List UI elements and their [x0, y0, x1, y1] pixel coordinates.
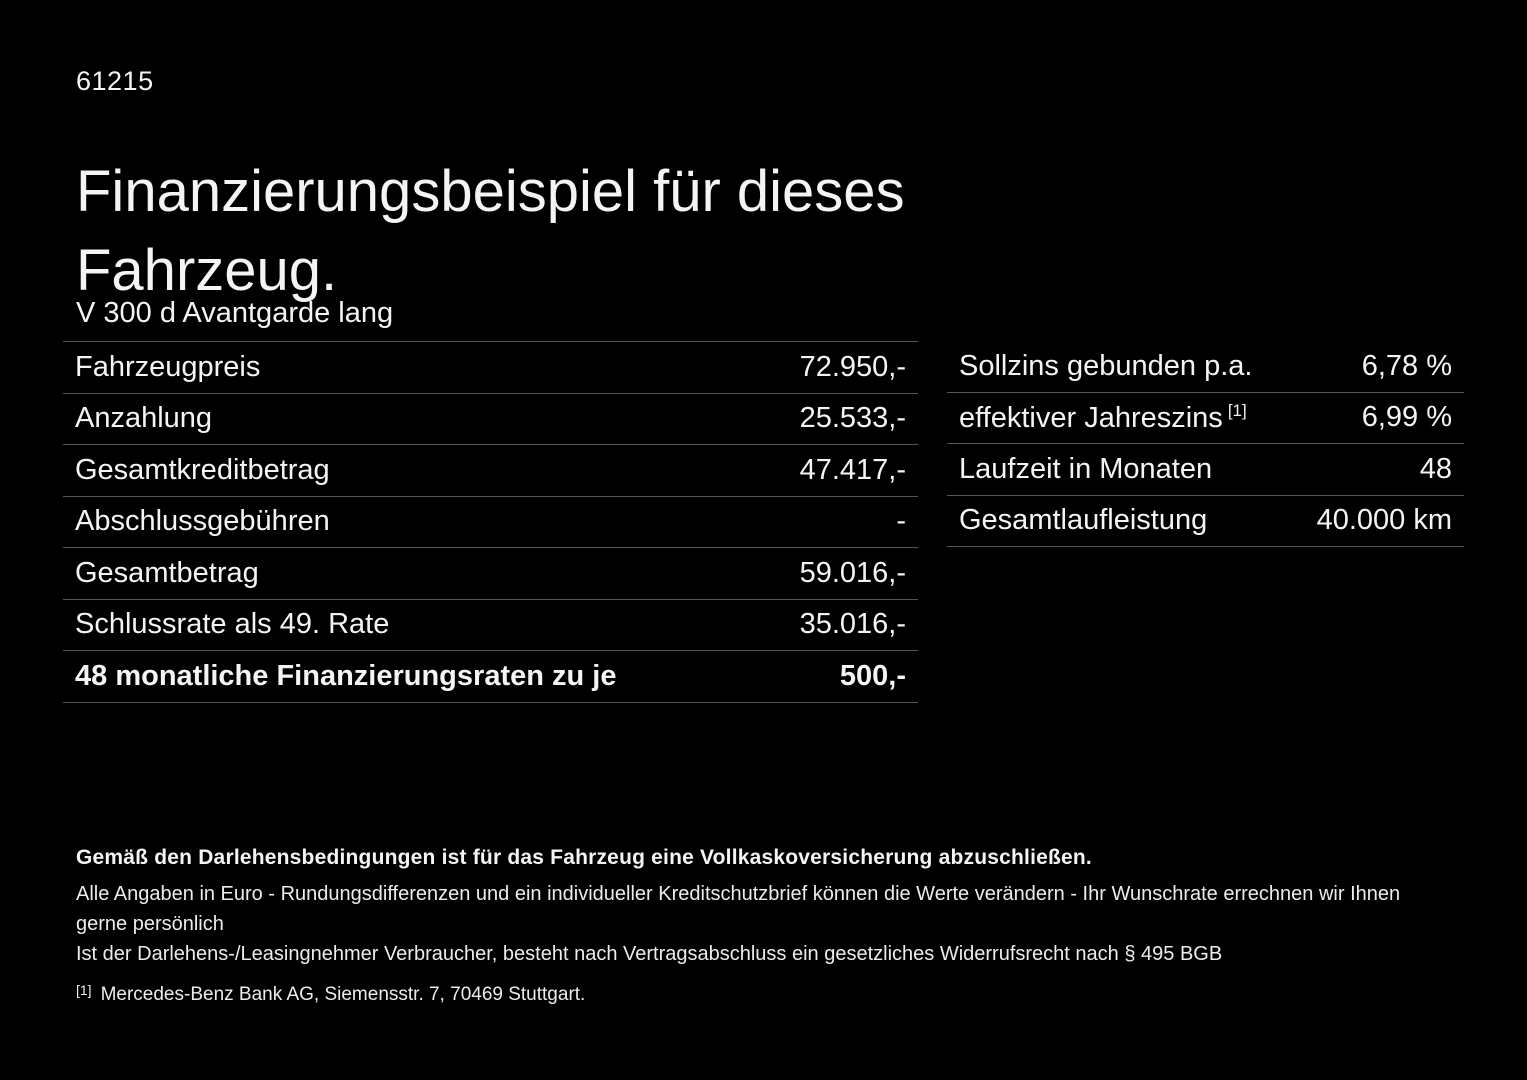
row-label: Fahrzeugpreis	[75, 350, 261, 383]
page-title: Finanzierungsbeispiel für dieses Fahrzeu…	[76, 158, 905, 303]
table-row: Laufzeit in Monaten 48	[947, 444, 1464, 496]
withdrawal-right-note: Ist der Darlehens-/Leasingnehmer Verbrau…	[76, 943, 1223, 965]
row-value: -	[896, 505, 906, 538]
document-number: 61215	[76, 66, 154, 96]
row-value: 6,99 %	[1361, 401, 1452, 434]
financing-table: Fahrzeugpreis 72.950,- Anzahlung 25.533,…	[63, 341, 918, 703]
table-row-monthly-rate: 48 monatliche Finanzierungsraten zu je 5…	[63, 651, 918, 703]
row-value: 500,-	[839, 659, 906, 692]
row-label: Gesamtkreditbetrag	[75, 453, 330, 486]
table-row: Anzahlung 25.533,-	[63, 394, 918, 445]
table-row: Gesamtbetrag 59.016,-	[63, 548, 918, 600]
table-row: Sollzins gebunden p.a. 6,78 %	[947, 341, 1464, 393]
row-label: effektiver Jahreszins [1]	[959, 400, 1247, 434]
row-label: 48 monatliche Finanzierungsraten zu je	[75, 659, 617, 692]
table-row: Fahrzeugpreis 72.950,-	[63, 342, 918, 394]
vehicle-model-name: V 300 d Avantgarde lang	[76, 297, 394, 329]
table-row: Gesamtkreditbetrag 47.417,-	[63, 445, 918, 497]
footnote-reference: [1]	[1227, 400, 1247, 420]
footnote-marker: [1]	[76, 982, 92, 998]
row-value: 47.417,-	[799, 453, 906, 486]
table-row: Schlussrate als 49. Rate 35.016,-	[63, 600, 918, 651]
row-label: Abschlussgebühren	[75, 505, 330, 538]
row-value: 40.000 km	[1316, 504, 1452, 537]
row-value: 48	[1419, 452, 1452, 485]
row-label: Anzahlung	[75, 402, 213, 435]
legal-footer: Gemäß den Darlehensbedingungen ist für d…	[76, 846, 1456, 1006]
row-label: Gesamtbetrag	[75, 556, 259, 589]
row-value: 35.016,-	[799, 608, 906, 641]
table-row: Abschlussgebühren -	[63, 497, 918, 548]
conditions-table: Sollzins gebunden p.a. 6,78 % effektiver…	[947, 341, 1464, 547]
row-label: Schlussrate als 49. Rate	[75, 608, 390, 641]
bank-footnote: [1] Mercedes-Benz Bank AG, Siemensstr. 7,…	[76, 982, 1456, 1006]
row-value: 72.950,-	[799, 350, 906, 383]
insurance-requirement-note: Gemäß den Darlehensbedingungen ist für d…	[76, 846, 1092, 869]
row-label: Gesamtlaufleistung	[959, 504, 1208, 537]
footnote-text: Mercedes-Benz Bank AG, Siemensstr. 7, 70…	[100, 984, 586, 1005]
table-row: Gesamtlaufleistung 40.000 km	[947, 496, 1464, 547]
table-row: effektiver Jahreszins [1] 6,99 %	[947, 393, 1464, 444]
row-label: Sollzins gebunden p.a.	[959, 349, 1253, 382]
euro-disclaimer-note: Alle Angaben in Euro - Rundungsdifferenz…	[76, 883, 1401, 935]
row-value: 6,78 %	[1361, 349, 1452, 382]
row-label: Laufzeit in Monaten	[959, 452, 1213, 485]
row-value: 25.533,-	[799, 402, 906, 435]
row-value: 59.016,-	[799, 556, 906, 589]
